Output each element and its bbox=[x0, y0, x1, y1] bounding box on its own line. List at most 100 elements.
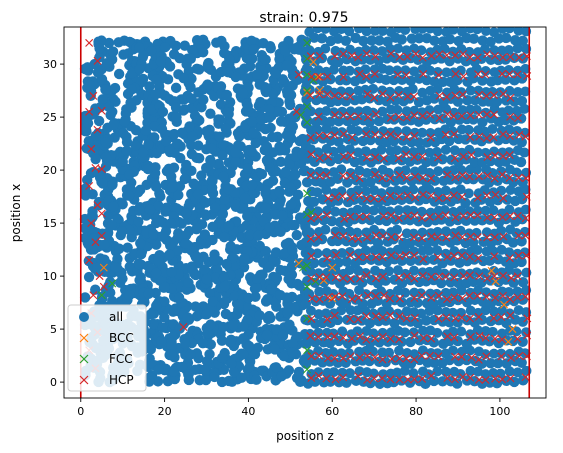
point-hcp bbox=[323, 332, 332, 341]
point-all bbox=[361, 186, 372, 197]
point-hcp bbox=[506, 295, 515, 304]
point-all bbox=[275, 143, 286, 155]
legend-marker-fcc bbox=[79, 354, 89, 364]
point-all bbox=[217, 208, 229, 220]
point-all bbox=[313, 65, 324, 76]
point-all bbox=[137, 146, 149, 158]
point-all bbox=[185, 349, 196, 360]
point-hcp bbox=[179, 322, 188, 331]
point-all bbox=[445, 174, 456, 185]
point-hcp bbox=[483, 50, 492, 59]
point-all bbox=[492, 74, 503, 86]
point-hcp bbox=[466, 133, 475, 141]
point-all bbox=[81, 174, 93, 186]
point-all bbox=[456, 87, 467, 98]
point-bcc bbox=[99, 263, 108, 272]
point-all bbox=[245, 229, 256, 241]
point-all bbox=[160, 135, 172, 147]
point-all bbox=[480, 205, 491, 216]
point-all bbox=[393, 205, 404, 216]
point-all bbox=[205, 319, 216, 330]
chart-title: strain: 0.975 bbox=[259, 10, 348, 26]
point-hcp bbox=[346, 212, 355, 221]
point-hcp bbox=[498, 213, 507, 222]
point-hcp bbox=[466, 53, 474, 62]
point-all bbox=[360, 146, 371, 157]
point-all bbox=[357, 254, 368, 266]
point-all bbox=[344, 348, 355, 359]
point-hcp bbox=[93, 56, 102, 65]
point-hcp bbox=[490, 252, 499, 261]
point-hcp bbox=[458, 90, 467, 99]
point-all bbox=[233, 268, 245, 280]
point-all bbox=[260, 123, 271, 135]
point-all bbox=[460, 215, 472, 226]
point-all bbox=[107, 46, 119, 57]
point-all bbox=[469, 215, 480, 226]
point-all bbox=[340, 357, 351, 368]
point-hcp bbox=[449, 112, 458, 121]
point-all bbox=[79, 63, 91, 75]
point-hcp bbox=[426, 133, 435, 142]
point-all bbox=[262, 293, 273, 305]
point-all bbox=[198, 94, 209, 105]
point-hcp bbox=[323, 315, 332, 324]
legend-marker-all bbox=[79, 312, 89, 322]
point-all bbox=[345, 44, 356, 55]
point-hcp bbox=[402, 71, 411, 80]
point-hcp bbox=[322, 273, 331, 282]
point-all bbox=[418, 325, 429, 336]
point-all bbox=[332, 56, 344, 68]
point-all bbox=[100, 151, 112, 163]
point-all bbox=[520, 86, 531, 97]
point-hcp bbox=[459, 72, 468, 81]
point-hcp bbox=[362, 335, 371, 344]
point-all bbox=[349, 156, 360, 168]
point-hcp bbox=[451, 231, 460, 240]
point-all bbox=[336, 27, 347, 35]
point-all bbox=[261, 329, 273, 341]
point-all bbox=[213, 158, 224, 170]
point-all bbox=[156, 123, 168, 135]
point-hcp bbox=[324, 194, 333, 203]
point-all bbox=[183, 277, 194, 289]
point-all bbox=[246, 35, 257, 47]
point-all bbox=[180, 338, 191, 350]
point-hcp bbox=[489, 91, 498, 100]
point-hcp bbox=[394, 90, 403, 99]
point-hcp bbox=[491, 334, 499, 343]
point-hcp bbox=[457, 313, 466, 322]
point-all bbox=[358, 35, 369, 47]
point-all bbox=[150, 267, 162, 279]
point-bcc bbox=[508, 325, 517, 334]
point-hcp bbox=[363, 291, 372, 300]
point-all bbox=[513, 27, 524, 36]
point-hcp bbox=[330, 354, 339, 363]
point-all bbox=[489, 306, 500, 317]
point-hcp bbox=[418, 271, 427, 280]
point-all bbox=[150, 162, 161, 173]
point-all bbox=[412, 317, 423, 329]
point-all bbox=[344, 86, 355, 97]
point-all bbox=[425, 65, 436, 76]
point-all bbox=[287, 347, 298, 358]
point-all bbox=[224, 336, 236, 348]
point-all bbox=[328, 346, 339, 357]
point-hcp bbox=[498, 170, 507, 179]
point-all bbox=[317, 194, 328, 205]
point-all bbox=[183, 369, 194, 380]
point-hcp bbox=[315, 90, 324, 99]
point-all bbox=[121, 136, 133, 148]
point-all bbox=[456, 326, 467, 337]
point-hcp bbox=[506, 374, 515, 383]
point-hcp bbox=[410, 274, 419, 283]
point-all bbox=[254, 310, 265, 321]
point-fcc bbox=[303, 282, 312, 291]
point-all bbox=[480, 65, 491, 76]
point-hcp bbox=[85, 182, 94, 190]
point-all bbox=[90, 103, 101, 114]
point-all bbox=[305, 167, 316, 178]
point-all bbox=[408, 265, 419, 276]
point-all bbox=[312, 187, 323, 198]
point-hcp bbox=[474, 312, 483, 321]
